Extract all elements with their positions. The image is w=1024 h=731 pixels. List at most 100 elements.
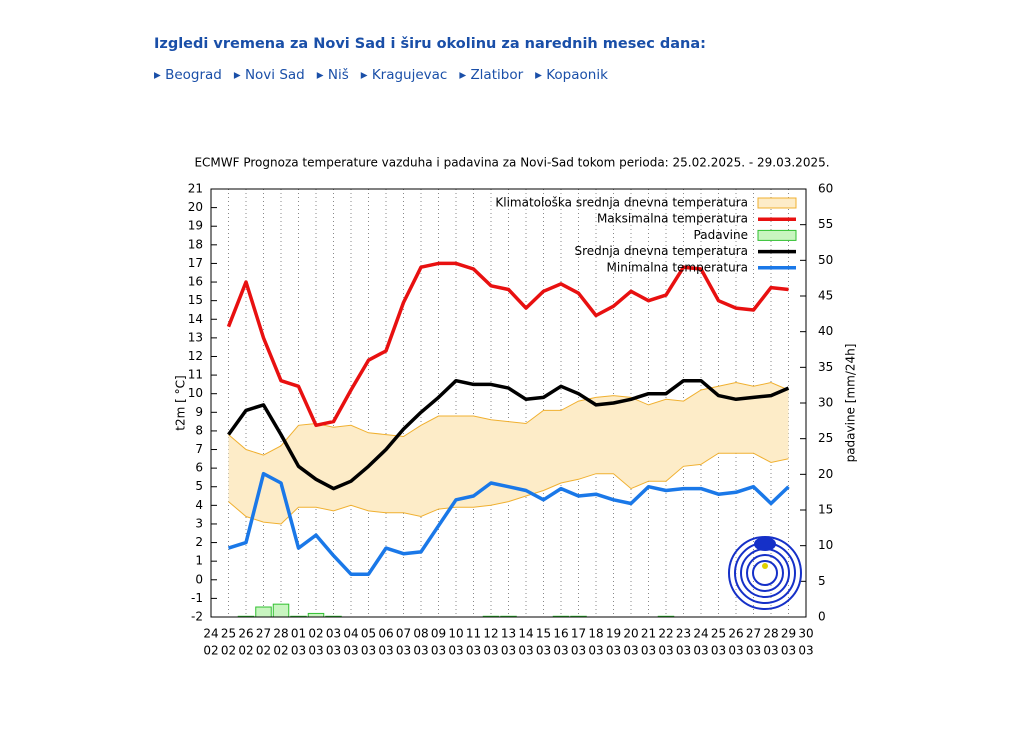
x-tick-label: 24: [203, 627, 218, 641]
x-tick-label: 01: [291, 627, 306, 641]
y2-tick-label: 45: [818, 289, 833, 303]
plot-frame: [210, 188, 807, 618]
x-tick-label: 25: [711, 627, 726, 641]
x-tick-label: 27: [256, 627, 271, 641]
heading: Izgledi vremena za Novi Sad i širu okoli…: [154, 36, 706, 52]
legend-key: [757, 197, 797, 209]
y2-tick-label: 10: [818, 538, 833, 552]
y-tick-label: 11: [188, 368, 203, 382]
legend-label: Klimatološka srednja dnevna temperatura: [495, 196, 748, 210]
y-tick-label: 5: [195, 479, 203, 493]
y-tick-label: 21: [188, 182, 203, 196]
x-tick-label: 03: [361, 644, 376, 658]
x-tick-label: 02: [256, 644, 271, 658]
y-tick-label: 13: [188, 330, 203, 344]
y-tick-label: 16: [188, 275, 203, 289]
x-tick-label: 26: [728, 627, 743, 641]
y-tick-label: 7: [195, 442, 203, 456]
x-tick-label: 03: [641, 644, 656, 658]
x-tick-label: 09: [431, 627, 446, 641]
x-tick-label: 24: [693, 627, 708, 641]
x-tick-label: 03: [571, 644, 586, 658]
city-links: Beograd Novi Sad Niš Kragujevac Zlatibor Kopa…: [154, 67, 620, 83]
y-tick-label: 9: [195, 405, 203, 419]
y-tick-label: 4: [195, 498, 203, 512]
x-tick-label: 03: [343, 644, 358, 658]
x-tick-label: 02: [238, 644, 253, 658]
bar: [272, 603, 290, 618]
y2-tick-label: 55: [818, 217, 833, 231]
x-tick-label: 08: [413, 627, 428, 641]
y-tick-label: 18: [188, 237, 203, 251]
legend-label: Minimalna temperatura: [607, 260, 748, 274]
x-tick-label: 30: [798, 627, 813, 641]
y-tick-label: 19: [188, 219, 203, 233]
x-tick-label: 03: [711, 644, 726, 658]
x-tick-label: 03: [466, 644, 481, 658]
x-tick-label: 26: [238, 627, 253, 641]
logo: [728, 536, 802, 610]
x-tick-label: 02: [308, 627, 323, 641]
x-tick-label: 02: [203, 644, 218, 658]
x-tick-label: 12: [483, 627, 498, 641]
city-link[interactable]: Novi Sad: [234, 67, 305, 83]
y-tick-label: 2: [195, 535, 203, 549]
x-tick-label: 03: [623, 644, 638, 658]
y2-tick-label: 35: [818, 360, 833, 374]
x-tick-label: 10: [448, 627, 463, 641]
y-tick-label: 17: [188, 256, 203, 270]
x-tick-label: 03: [501, 644, 516, 658]
y-tick-label: -1: [191, 591, 203, 605]
x-tick-label: 03: [326, 627, 341, 641]
city-link[interactable]: Niš: [317, 67, 349, 83]
city-link[interactable]: Zlatibor: [459, 67, 523, 83]
x-tick-label: 03: [606, 644, 621, 658]
city-link[interactable]: Beograd: [154, 67, 222, 83]
y-tick-label: 14: [188, 312, 203, 326]
x-tick-label: 04: [343, 627, 358, 641]
x-tick-label: 03: [746, 644, 761, 658]
y-tick-label: 12: [188, 349, 203, 363]
x-tick-label: 03: [413, 644, 428, 658]
y-tick-label: 15: [188, 293, 203, 307]
x-tick-label: 03: [291, 644, 306, 658]
x-tick-label: 03: [588, 644, 603, 658]
x-tick-label: 16: [553, 627, 568, 641]
y2-tick-label: 40: [818, 324, 833, 338]
chart-title: ECMWF Prognoza temperature vazduha i pad…: [194, 156, 829, 170]
band-lower: [228, 452, 789, 525]
x-tick-label: 03: [308, 644, 323, 658]
x-tick-label: 27: [746, 627, 761, 641]
x-tick-label: 03: [658, 644, 673, 658]
x-tick-label: 23: [676, 627, 691, 641]
y2-tick-label: 5: [818, 574, 826, 588]
y-tick-label: 0: [195, 572, 203, 586]
y-tick-label: 3: [195, 516, 203, 530]
x-tick-label: 29: [781, 627, 796, 641]
x-tick-label: 03: [518, 644, 533, 658]
x-tick-label: 15: [536, 627, 551, 641]
city-link[interactable]: Kopaonik: [535, 67, 608, 83]
x-tick-label: 03: [693, 644, 708, 658]
x-tick-label: 02: [221, 644, 236, 658]
y2-tick-label: 30: [818, 396, 833, 410]
x-tick-label: 14: [518, 627, 533, 641]
y-axis-label: t2m [ °C]: [174, 375, 188, 430]
city-link[interactable]: Kragujevac: [361, 67, 448, 83]
legend-label: Maksimalna temperatura: [597, 212, 748, 226]
x-tick-label: 22: [658, 627, 673, 641]
x-tick-label: 19: [606, 627, 621, 641]
y-tick-label: 8: [195, 423, 203, 437]
page: Izgledi vremena za Novi Sad i širu okoli…: [154, 36, 858, 658]
x-tick-label: 11: [466, 627, 481, 641]
x-tick-label: 07: [396, 627, 411, 641]
x-tick-label: 28: [273, 627, 288, 641]
x-tick-label: 03: [396, 644, 411, 658]
x-tick-label: 03: [781, 644, 796, 658]
y2-tick-label: 60: [818, 182, 833, 196]
bar: [255, 606, 272, 618]
x-tick-label: 03: [536, 644, 551, 658]
x-tick-label: 03: [326, 644, 341, 658]
x-tick-label: 25: [221, 627, 236, 641]
y-tick-label: 1: [195, 554, 203, 568]
